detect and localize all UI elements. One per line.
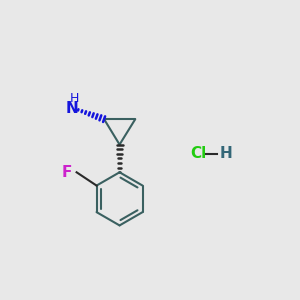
Text: H: H <box>69 92 79 105</box>
Text: F: F <box>62 165 72 180</box>
Text: N: N <box>66 101 79 116</box>
Text: Cl: Cl <box>191 146 207 161</box>
Text: H: H <box>220 146 232 161</box>
